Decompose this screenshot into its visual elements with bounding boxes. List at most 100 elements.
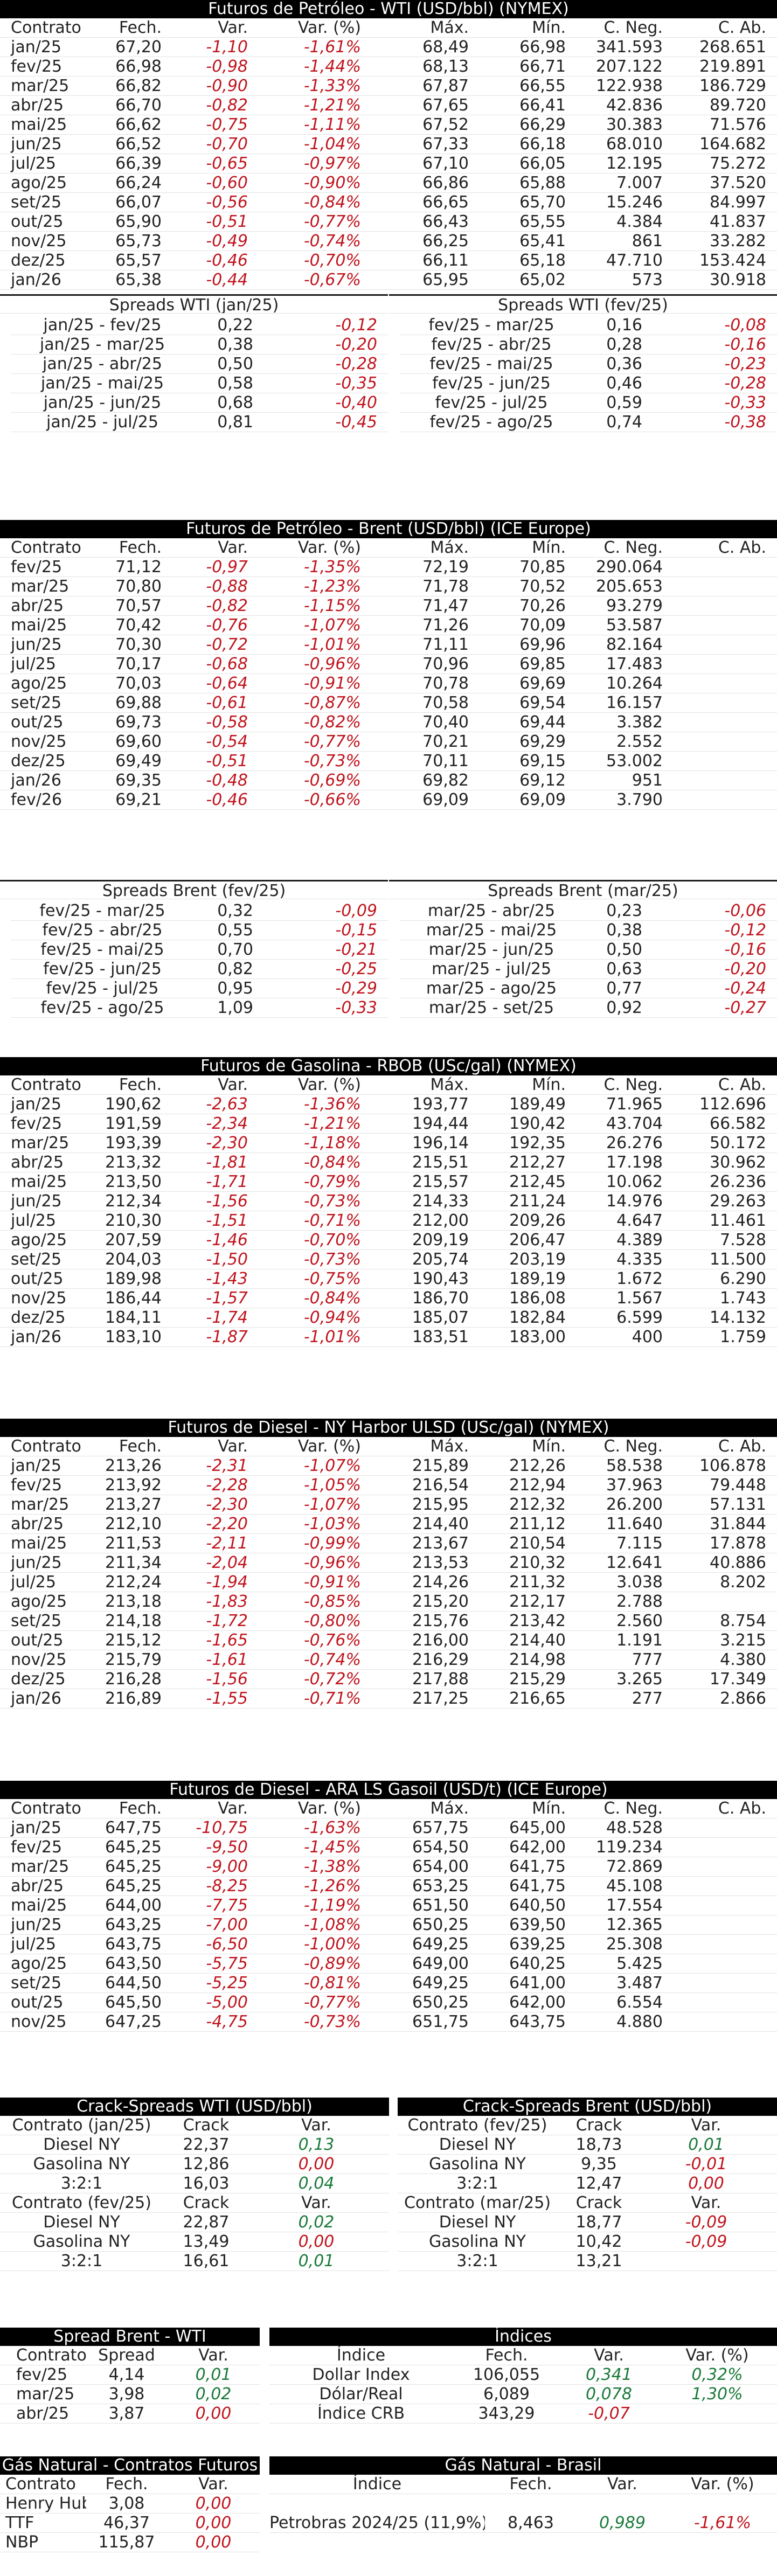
table-row: dez/25 216,28 -1,56 -0,72% 217,88 215,29 3.265…	[0, 1670, 777, 1689]
cell-open-interest: 14.132	[710, 1308, 766, 1327]
spread-pair: mar/25 - ago/25	[426, 979, 557, 998]
cell-close: 647,75	[105, 1818, 162, 1837]
cell-contract: jun/25	[11, 1192, 62, 1211]
crack-change: -0,01	[685, 2155, 727, 2174]
cell-change-pct: -0,71%	[303, 1211, 361, 1230]
table-row: dez/25 65,57 -0,46 -0,70% 66,11 65,18 47.710 15…	[0, 251, 777, 270]
table-row: set/25 69,88 -0,61 -0,87% 70,58 69,54 16.157	[0, 693, 777, 713]
spread-pair: mar/25 - mai/25	[426, 921, 557, 940]
cell-volume: 6.554	[616, 1993, 663, 2012]
cell-change-pct: -0,91%	[303, 1573, 361, 1592]
cell-index: Dólar/Real	[319, 2385, 403, 2404]
cell-low: 214,40	[509, 1631, 566, 1650]
cell-volume: 4.647	[616, 1211, 663, 1230]
cell-change-pct: -1,21%	[303, 1114, 361, 1133]
brent-title: Futuros de Petróleo - Brent (USD/bbl) (I…	[0, 520, 777, 538]
table-row: fev/25 4,14 0,01	[0, 2365, 260, 2385]
spread-row: mar/25 - ago/25 0,77 -0,24	[400, 979, 777, 998]
cell-change-pct: -0,96%	[303, 655, 361, 673]
cell-contract: mai/25	[11, 115, 67, 134]
cell-close: 215,79	[105, 1650, 162, 1669]
cell-contract: set/25	[11, 1250, 62, 1269]
spread-change: -0,25	[335, 960, 377, 978]
cell-change-pct: -0,99%	[303, 1534, 361, 1553]
cell-volume: 72.869	[606, 1857, 663, 1876]
spread-row: mar/25 - jun/25 0,50 -0,16	[400, 940, 777, 960]
column-header: Var.	[691, 2193, 722, 2212]
table-row: fev/25 191,59 -2,34 -1,21% 194,44 190,42 43.70…	[0, 1114, 777, 1134]
cell-change: -1,71	[206, 1172, 248, 1191]
crack-change: 0,02	[298, 2213, 335, 2232]
cell-low: 66,29	[519, 115, 566, 134]
crack-product: 3:2:1	[60, 2252, 103, 2271]
table-row: set/25 204,03 -1,50 -0,73% 205,74 203,19 4.335…	[0, 1250, 777, 1269]
cell-close: 70,80	[115, 577, 162, 596]
spread-value: 0,59	[606, 393, 642, 412]
cell-volume: 205.653	[595, 577, 663, 596]
cell-volume: 2.560	[616, 1612, 663, 1630]
column-header: C. Neg.	[603, 1437, 663, 1456]
table-row: abr/25 3,87 0,00	[0, 2404, 260, 2424]
cell-close: 3,08	[108, 2494, 145, 2513]
cell-volume: 573	[632, 270, 663, 289]
cell-contract: abr/25	[16, 2404, 70, 2423]
column-header: Mín.	[532, 18, 566, 37]
column-header: Var.	[594, 2346, 624, 2365]
table-row: abr/25 66,70 -0,82 -1,21% 67,65 66,41 42.836 89…	[0, 96, 777, 115]
cell-open-interest: 112.696	[699, 1095, 766, 1114]
cell-low: 69,29	[519, 732, 566, 751]
spread-pair: fev/25 - mai/25	[40, 940, 164, 959]
cell-change: -0,48	[206, 771, 248, 790]
crack-value: 13,21	[575, 2252, 622, 2271]
column-header: Var.	[691, 2116, 722, 2135]
cell-spread: 3,87	[108, 2404, 145, 2423]
cell-open-interest: 31.844	[710, 1515, 766, 1533]
cell-contract: ago/25	[11, 1592, 67, 1611]
table-row: mar/25 213,27 -2,30 -1,07% 215,95 212,32 26.20…	[0, 1495, 777, 1515]
cell-change-pct: -1,63%	[303, 1818, 361, 1837]
cell-change: -0,51	[206, 212, 248, 231]
cell-low: 186,08	[509, 1289, 566, 1308]
cell-close: 647,25	[105, 2012, 162, 2031]
table-row: abr/25 645,25 -8,25 -1,26% 653,25 641,75 45.10…	[0, 1877, 777, 1896]
column-header: Fech.	[119, 1799, 162, 1818]
cell-volume: 71.965	[606, 1095, 663, 1114]
table-row: set/25 66,07 -0,56 -0,84% 66,65 65,70 15.246 84…	[0, 193, 777, 212]
column-header: C. Ab.	[718, 1437, 766, 1456]
cell-low: 189,49	[509, 1095, 566, 1114]
cell-volume: 26.200	[606, 1495, 663, 1514]
cell-close: 645,25	[105, 1877, 162, 1895]
cell-low: 641,75	[509, 1857, 566, 1876]
cell-close: 70,57	[115, 596, 162, 615]
spread-pair: jan/25 - jun/25	[43, 393, 162, 412]
cell-change: -2,30	[206, 1134, 248, 1152]
spread-row: jan/25 - fev/25 0,22 -0,12	[11, 316, 388, 335]
cell-contract: jan/26	[11, 1689, 62, 1708]
cell-high: 190,43	[412, 1269, 469, 1288]
crack-row: 3:2:1 16,03 0,04	[0, 2174, 389, 2193]
crack-header-row: Contrato (jan/25) Crack Var.	[0, 2116, 389, 2135]
spread-row: fev/25 - jul/25 0,59 -0,33	[400, 393, 777, 413]
column-header: Contrato	[11, 1799, 81, 1818]
cell-low: 69,15	[519, 752, 566, 770]
cell-close: 212,34	[105, 1192, 162, 1211]
cell-volume: 48.528	[606, 1818, 663, 1837]
cell-change: -0,70	[206, 135, 248, 154]
spread-change: -0,23	[724, 355, 766, 373]
table-row: abr/25 213,32 -1,81 -0,84% 215,51 212,27 17.19…	[0, 1153, 777, 1172]
spread-row: jan/25 - jun/25 0,68 -0,40	[11, 393, 388, 413]
cell-change: -4,75	[206, 2012, 248, 2031]
cell-low: 212,17	[509, 1592, 566, 1611]
cell-volume: 17.483	[606, 655, 663, 673]
cell-open-interest: 41.837	[710, 212, 766, 231]
cell-open-interest: 6.290	[720, 1269, 766, 1288]
table-row: mar/25 70,80 -0,88 -1,23% 71,78 70,52 205.653	[0, 577, 777, 596]
cell-volume: 26.276	[606, 1134, 663, 1152]
cell-close: 65,38	[115, 270, 162, 289]
cell-open-interest: 268.651	[699, 38, 766, 57]
cell-change-pct: -0,77%	[303, 732, 361, 751]
table-row: jul/25 643,75 -6,50 -1,00% 649,25 639,25 25.30…	[0, 1935, 777, 1954]
cell-low: 65,88	[519, 173, 566, 192]
cell-close: 183,10	[105, 1328, 162, 1346]
cell-contract: jan/25	[11, 38, 62, 57]
